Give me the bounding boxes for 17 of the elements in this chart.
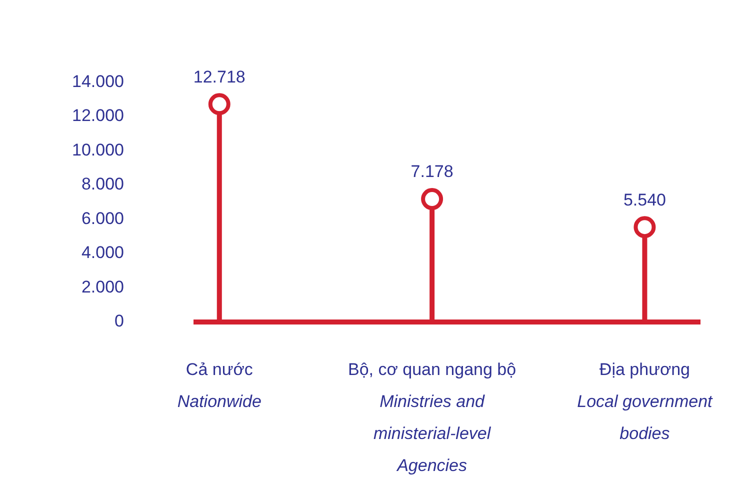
x-tick-label: Bộ, cơ quan ngang bộ Ministries and ministerial-level Agencies	[348, 360, 516, 476]
point	[421, 188, 444, 210]
y-tick-label: 12.000	[72, 106, 124, 126]
point	[208, 93, 230, 116]
y-tick-label: 14.000	[72, 72, 124, 91]
y-tick-label: 4.000	[81, 243, 124, 262]
y-tick-label: 10.000	[72, 140, 124, 160]
y-tick-label: 8.000	[81, 174, 124, 194]
y-tick-label: 0	[114, 312, 124, 331]
data-label: 5.540	[623, 190, 666, 210]
y-tick-label: 2.000	[81, 277, 124, 296]
x-tick-label: Cả nước Nationwide	[177, 360, 262, 412]
x-tick-label: Địa phương Local government bodies	[577, 360, 714, 444]
point	[634, 216, 656, 238]
data-label: 7.178	[410, 162, 454, 182]
data-label: 12.718	[193, 67, 246, 86]
y-tick-label: 6.000	[81, 208, 124, 228]
